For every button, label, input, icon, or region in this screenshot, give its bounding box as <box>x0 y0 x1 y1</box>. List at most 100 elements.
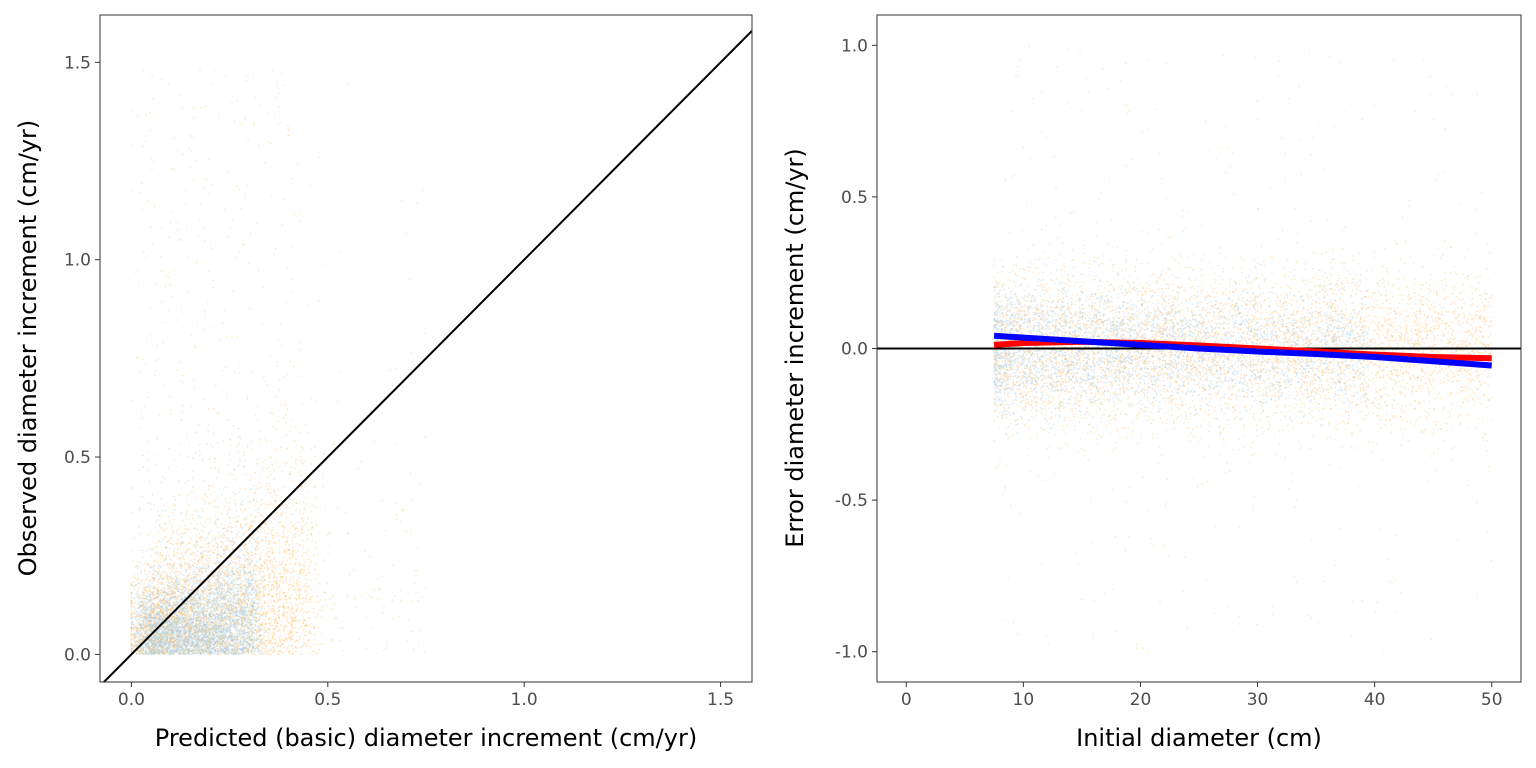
left-point-orange <box>262 579 265 582</box>
left-point-orange <box>300 533 302 536</box>
left-point-orange <box>198 444 201 446</box>
left-point-orange <box>272 599 275 602</box>
left-point-orange <box>130 189 133 191</box>
left-point-orange <box>273 116 276 119</box>
left-point-orange <box>176 552 179 555</box>
left-point-orange <box>216 519 218 521</box>
left-point-orange <box>227 530 230 532</box>
left-point-orange <box>164 631 167 634</box>
left-point-orange <box>138 607 140 609</box>
left-point-orange <box>267 467 270 469</box>
left-point-orange <box>287 125 290 128</box>
left-point-orange <box>295 610 298 613</box>
left-point-orange <box>131 399 134 402</box>
left-point-orange <box>248 582 251 585</box>
left-point-orange <box>285 266 288 269</box>
left-point-orange <box>243 588 246 590</box>
left-point-orange <box>324 598 327 601</box>
left-point-orange <box>273 489 276 492</box>
left-point-orange <box>158 413 161 416</box>
left-point-orange <box>130 612 133 615</box>
left-point-orange <box>293 212 296 215</box>
left-point-orange <box>288 473 291 475</box>
left-point-orange <box>290 513 292 516</box>
left-point-orange <box>254 653 256 655</box>
left-point-orange <box>283 528 286 530</box>
left-point-orange <box>401 199 404 202</box>
left-point-orange <box>225 501 228 504</box>
left-point-orange <box>288 552 291 555</box>
left-point-orange <box>137 577 140 579</box>
left-point-orange <box>310 521 313 524</box>
left-point-orange <box>313 446 316 449</box>
left-point-orange <box>279 507 282 510</box>
left-point-orange <box>296 558 298 560</box>
left-point-orange <box>289 602 291 605</box>
left-point-orange <box>314 616 317 618</box>
left-point-orange <box>317 600 320 603</box>
left-point-orange <box>279 514 282 517</box>
left-point-orange <box>267 593 270 596</box>
left-point-orange <box>261 647 264 649</box>
left-point-orange <box>146 534 149 536</box>
left-point-orange <box>244 611 247 613</box>
left-point-orange <box>295 527 298 530</box>
left-point-orange <box>228 573 231 576</box>
left-point-orange <box>254 515 257 518</box>
left-point-orange <box>271 611 274 613</box>
left-point-orange <box>321 485 324 488</box>
left-point-orange <box>202 480 205 482</box>
left-point-orange <box>292 648 294 650</box>
left-point-orange <box>169 413 172 416</box>
left-point-orange <box>191 580 193 583</box>
left-point-orange <box>180 411 183 413</box>
left-point-orange <box>301 601 304 604</box>
left-point-orange <box>293 641 296 644</box>
left-point-orange <box>207 563 209 565</box>
left-point-orange <box>216 599 219 602</box>
left-point-orange <box>365 616 368 619</box>
left-point-orange <box>190 627 193 630</box>
left-point-orange <box>234 580 237 583</box>
left-point-orange <box>289 583 292 586</box>
left-point-orange <box>132 616 135 618</box>
left-point-orange <box>191 517 194 520</box>
left-point-orange <box>165 564 168 567</box>
left-point-orange <box>297 163 300 165</box>
left-point-orange <box>300 529 303 532</box>
left-point-orange <box>267 532 270 535</box>
left-point-orange <box>271 570 274 573</box>
left-point-orange <box>236 569 238 572</box>
left-point-orange <box>274 568 277 571</box>
left-point-orange <box>275 589 278 592</box>
left-point-orange <box>187 612 189 615</box>
left-point-orange <box>264 639 266 642</box>
left-point-orange <box>133 638 135 641</box>
left-point-orange <box>301 573 303 576</box>
left-point-orange <box>222 440 225 443</box>
left-point-orange <box>187 504 190 507</box>
left-point-orange <box>282 582 285 584</box>
left-point-orange <box>253 568 256 571</box>
left-point-orange <box>175 601 178 604</box>
left-point-orange <box>221 610 224 612</box>
left-point-orange <box>246 650 248 653</box>
left-point-orange <box>270 601 272 604</box>
left-point-orange <box>160 629 162 631</box>
left-point-orange <box>287 637 290 640</box>
left-point-orange <box>290 245 293 248</box>
left-point-orange <box>296 635 299 638</box>
left-point-orange <box>282 532 285 535</box>
left-point-orange <box>146 562 149 565</box>
left-point-orange <box>216 544 219 547</box>
left-point-orange <box>176 228 179 231</box>
left-point-orange <box>303 459 305 462</box>
left-point-orange <box>287 543 290 546</box>
left-point-orange <box>283 403 286 406</box>
left-point-orange <box>230 615 233 618</box>
left-point-orange <box>283 573 285 576</box>
left-point-orange <box>271 604 274 607</box>
left-point-orange <box>196 523 199 526</box>
left-point-orange <box>259 653 262 655</box>
left-point-orange <box>163 321 166 324</box>
